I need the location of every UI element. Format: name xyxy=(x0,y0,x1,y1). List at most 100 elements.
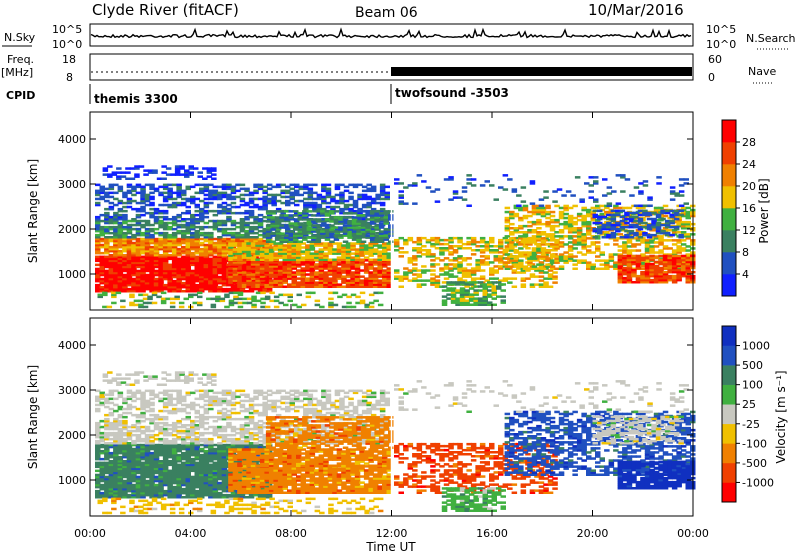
power-cell xyxy=(221,239,228,243)
power-cell xyxy=(676,231,682,234)
power-cell xyxy=(520,269,527,272)
power-cell xyxy=(160,299,167,303)
power-cell xyxy=(536,231,542,234)
power-cell xyxy=(135,281,142,285)
power-cell xyxy=(522,251,529,254)
power-cell xyxy=(277,271,284,274)
power-cell xyxy=(300,267,306,270)
power-cell xyxy=(477,301,484,304)
power-cell xyxy=(649,249,655,252)
power-cell xyxy=(99,239,105,243)
power-cell xyxy=(237,305,244,309)
power-cell xyxy=(158,283,164,287)
power-cell xyxy=(171,273,178,277)
power-cell xyxy=(271,197,277,201)
power-cell xyxy=(394,277,400,280)
power-cell xyxy=(242,297,248,301)
power-cell xyxy=(608,257,615,260)
power-cell xyxy=(117,273,124,277)
power-cell xyxy=(327,269,334,272)
power-cell xyxy=(484,242,490,246)
power-cell xyxy=(365,214,371,217)
power-cell xyxy=(667,258,673,262)
power-cell xyxy=(617,262,624,266)
power-cell xyxy=(346,295,352,299)
power-cell xyxy=(248,239,255,243)
power-cell xyxy=(208,261,214,265)
power-cell xyxy=(680,227,687,230)
power-cell xyxy=(104,283,110,287)
power-cell xyxy=(667,254,673,258)
power-cell xyxy=(343,185,350,189)
power-cell xyxy=(377,256,383,259)
power-cell xyxy=(126,259,133,263)
power-cell xyxy=(466,236,472,240)
power-cell xyxy=(280,189,286,193)
power-cell xyxy=(232,261,239,264)
power-cell xyxy=(558,216,565,220)
power-cell xyxy=(126,287,133,291)
power-cell xyxy=(199,265,205,269)
power-cell xyxy=(113,271,119,275)
power-cell xyxy=(95,257,101,261)
power-cell xyxy=(597,217,603,221)
power-cell xyxy=(604,267,610,270)
power-cell xyxy=(464,301,470,304)
power-cell xyxy=(203,237,210,241)
power-cell xyxy=(135,191,142,195)
power-cell xyxy=(552,190,558,193)
power-cell xyxy=(217,267,223,271)
power-cell xyxy=(631,267,637,270)
power-cell xyxy=(228,261,234,264)
power-cell xyxy=(631,258,637,262)
power-cell xyxy=(315,234,322,237)
power-cell xyxy=(194,229,200,233)
power-cell xyxy=(217,243,223,247)
power-cell xyxy=(113,197,119,201)
power-cell xyxy=(604,265,610,268)
power-cell xyxy=(99,243,105,247)
power-cell xyxy=(338,218,344,221)
power-cell xyxy=(104,193,110,197)
power-cell xyxy=(622,254,628,258)
power-cell xyxy=(266,213,273,217)
power-cell xyxy=(386,248,392,251)
power-cell xyxy=(111,293,117,297)
power-cell xyxy=(576,237,583,240)
power-cell xyxy=(246,244,252,247)
power-cell xyxy=(181,233,187,237)
power-cell xyxy=(244,203,250,207)
power-cell xyxy=(306,218,313,221)
power-cell xyxy=(316,231,323,235)
power-cell xyxy=(181,239,187,243)
power-cell xyxy=(107,175,113,178)
power-cell xyxy=(398,236,404,240)
power-cell xyxy=(190,290,196,293)
power-cell xyxy=(626,268,633,272)
power-cell xyxy=(466,247,472,250)
power-cell xyxy=(176,269,182,273)
power-cell xyxy=(615,211,621,215)
power-cell xyxy=(221,281,228,285)
power-cell xyxy=(149,254,155,257)
power-cell xyxy=(318,252,325,255)
power-cell xyxy=(323,242,329,245)
power-cell xyxy=(262,195,268,199)
power-cell xyxy=(289,193,295,197)
power-cell xyxy=(113,277,119,281)
power-cell xyxy=(162,273,169,277)
power-cell xyxy=(144,219,151,223)
power-cell xyxy=(212,213,219,217)
power-cell xyxy=(314,250,320,253)
power-cell xyxy=(479,259,486,262)
power-cell xyxy=(567,253,574,256)
power-cell xyxy=(131,287,137,291)
power-cell xyxy=(545,216,551,220)
power-cell xyxy=(279,224,285,227)
power-cell xyxy=(531,212,538,216)
power-cell xyxy=(461,247,468,250)
power-cell xyxy=(302,214,308,217)
power-cell xyxy=(369,220,376,223)
power-cell xyxy=(250,285,257,288)
power-cell xyxy=(378,218,385,221)
